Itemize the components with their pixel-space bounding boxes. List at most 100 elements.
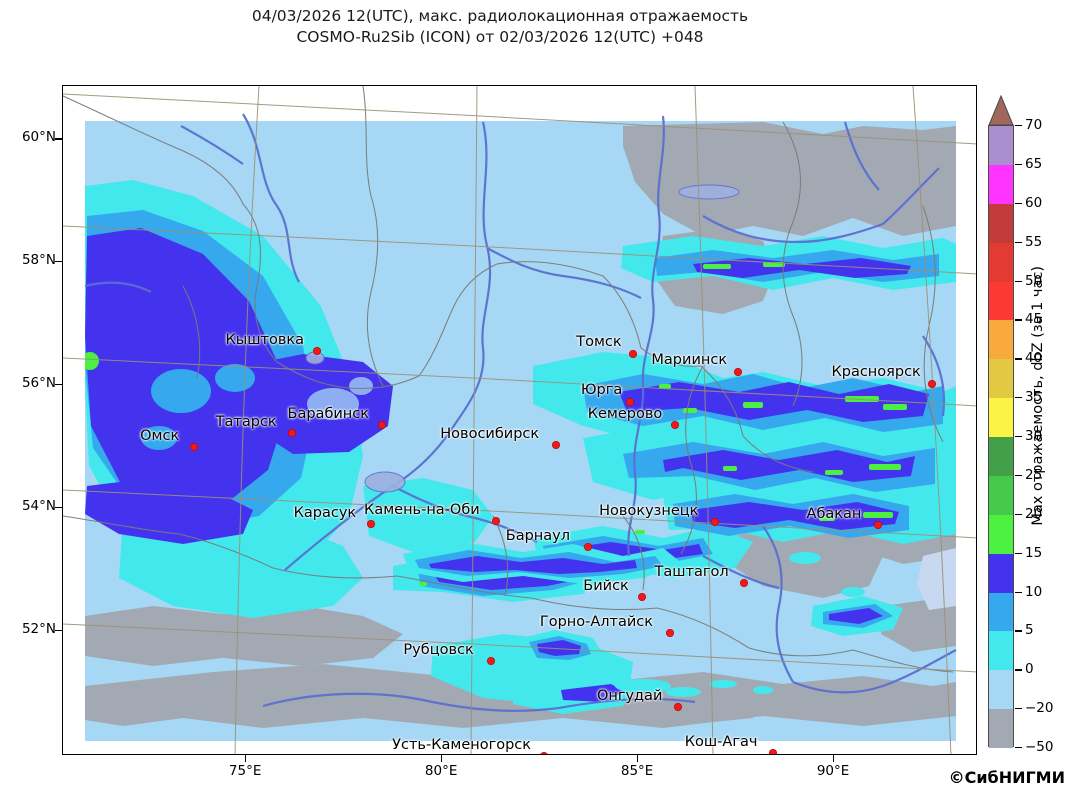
lat-tick-label-4: 52°N (21, 620, 56, 637)
colorbar-tick-4 (1015, 280, 1022, 282)
city-label-21: Усть-Каменогорск (392, 737, 532, 754)
embedded-holes-2 (307, 377, 373, 420)
colorbar-tick-label-2: 60 (1025, 194, 1043, 211)
city-dot-5[interactable] (313, 347, 321, 355)
colorbar[interactable]: 70 65 60 55 50 45 40 35 30 25 20 15 10 5 0 −20 −50 (988, 95, 1054, 755)
colorbar-tick-2 (1015, 202, 1022, 205)
colorbar-title-text: Max отражаемость, dbZ (за 1 час) (1030, 265, 1046, 526)
colorbar-tick-13 (1015, 630, 1022, 632)
city-label-18: Рубцовск (403, 641, 474, 658)
lat-tick-label-0: 60°N (21, 129, 56, 146)
city-dot-7[interactable] (288, 429, 296, 437)
city-dot-2[interactable] (629, 350, 637, 358)
colorbar-band-5-10 (989, 592, 1013, 632)
colorbar-title: Max отражаемость, dbZ (за 1 час) (1030, 0, 1046, 791)
city-dot-6[interactable] (378, 421, 386, 429)
colorbar-tick-7 (1015, 397, 1022, 399)
colorbar-tick-16 (1015, 747, 1022, 749)
colorbar-tick-3 (1015, 241, 1022, 243)
city-label-11: Омск (140, 427, 180, 444)
colorbar-tick-9 (1015, 474, 1022, 477)
colorbar-band--20-0 (989, 670, 1013, 710)
colorbar-tick-label-0: 70 (1025, 117, 1043, 133)
colorbar-band-10-15 (989, 553, 1013, 593)
colorbar-tick-0 (1015, 125, 1022, 127)
city-label-9: Абакан (806, 505, 862, 522)
lat-tick-mark-1 (55, 261, 62, 263)
city-dot-12[interactable] (492, 517, 500, 525)
city-dot-3[interactable] (626, 398, 634, 406)
city-dot-21[interactable] (540, 752, 548, 754)
city-dot-0[interactable] (928, 380, 936, 388)
colorbar-band-0-5 (989, 631, 1013, 671)
colorbar-tick-5 (1015, 319, 1022, 321)
scattered-specks (615, 552, 865, 697)
colorbar-tick-1 (1015, 163, 1022, 166)
city-dot-20[interactable] (769, 749, 777, 754)
lon-tick-mark-0 (245, 755, 247, 762)
se-pale-region (917, 548, 956, 610)
city-dot-18[interactable] (487, 657, 495, 665)
colorbar-tick-label-10: 20 (1025, 505, 1043, 522)
city-label-17: Горно-Алтайск (539, 613, 654, 630)
city-label-6: Барабинск (287, 405, 370, 422)
colorbar-tick-label-9: 25 (1025, 466, 1043, 483)
colorbar-band-20-25 (989, 475, 1013, 515)
city-dot-11[interactable] (190, 443, 198, 451)
colorbar-tick-14 (1015, 669, 1022, 671)
city-dot-14[interactable] (584, 543, 592, 551)
city-label-20: Кош-Агач (684, 734, 758, 751)
city-label-10: Новокузнецк (599, 503, 699, 520)
city-dot-1[interactable] (734, 368, 742, 376)
colorbar-tick-label-15: −20 (1025, 700, 1054, 717)
lon-tick-mark-2 (637, 755, 639, 762)
city-label-19: Онгудай (596, 687, 663, 704)
copyright-label: ©СибНИГМИ (948, 768, 1065, 787)
city-label-2: Томск (576, 334, 622, 351)
colorbar-tick-8 (1015, 436, 1022, 438)
colorbar-bands (988, 125, 1014, 748)
lon-tick-label-3: 90°E (816, 763, 850, 779)
city-dot-8[interactable] (552, 441, 560, 448)
city-label-8: Новосибирск (440, 425, 540, 442)
lon-tick-label-1: 80°E (424, 763, 458, 779)
lat-tick-mark-0 (55, 138, 62, 140)
title-line-2: COSMO-Ru2Sib (ICON) от 02/03/2026 12(UTC… (296, 28, 704, 46)
city-dot-16[interactable] (638, 593, 646, 601)
lon-tick-label-0: 75°E (228, 763, 262, 779)
colorbar-band-30-35 (989, 398, 1013, 437)
colorbar-tick-label-14: 0 (1025, 661, 1034, 678)
south-small-cell (515, 630, 603, 666)
colorbar-band-60-65 (989, 164, 1013, 204)
graticule-layer (63, 86, 976, 754)
colorbar-band-55-60 (989, 203, 1013, 243)
colorbar-band-50-55 (989, 242, 1013, 282)
lon-tick-label-2: 85°E (620, 763, 654, 779)
city-dot-19[interactable] (674, 703, 682, 711)
colorbar-band-40-45 (989, 320, 1013, 360)
colorbar-tick-10 (1015, 513, 1022, 516)
city-dot-15[interactable] (740, 579, 748, 587)
map-plot-area[interactable]: Красноярск Мариинск Томск Юрга Кемерово Кышто… (62, 85, 977, 755)
city-label-13: Карасук (293, 504, 357, 521)
city-dot-4[interactable] (671, 421, 679, 429)
colorbar-tick-6 (1015, 358, 1022, 360)
colorbar-tick-label-5: 45 (1025, 311, 1043, 328)
city-dot-10[interactable] (711, 518, 719, 526)
city-dot-9[interactable] (874, 521, 882, 529)
colorbar-tick-label-12: 10 (1025, 583, 1043, 600)
colorbar-band-15-20 (989, 514, 1013, 554)
city-label-7: Татарск (215, 413, 277, 430)
city-dot-17[interactable] (666, 629, 674, 637)
colorbar-tick-label-13: 5 (1025, 622, 1034, 639)
colorbar-band-45-50 (989, 281, 1013, 321)
city-label-12: Камень-на-Оби (364, 501, 480, 518)
city-label-1: Мариинск (651, 352, 728, 369)
lat-tick-label-1: 58°N (21, 252, 56, 269)
lat-tick-mark-2 (55, 383, 62, 386)
city-dot-13[interactable] (367, 520, 375, 528)
band-15-to-20-west-edge (85, 352, 99, 370)
lat-tick-label-3: 54°N (21, 497, 56, 514)
colorbar-tick-label-16: −50 (1025, 739, 1054, 755)
